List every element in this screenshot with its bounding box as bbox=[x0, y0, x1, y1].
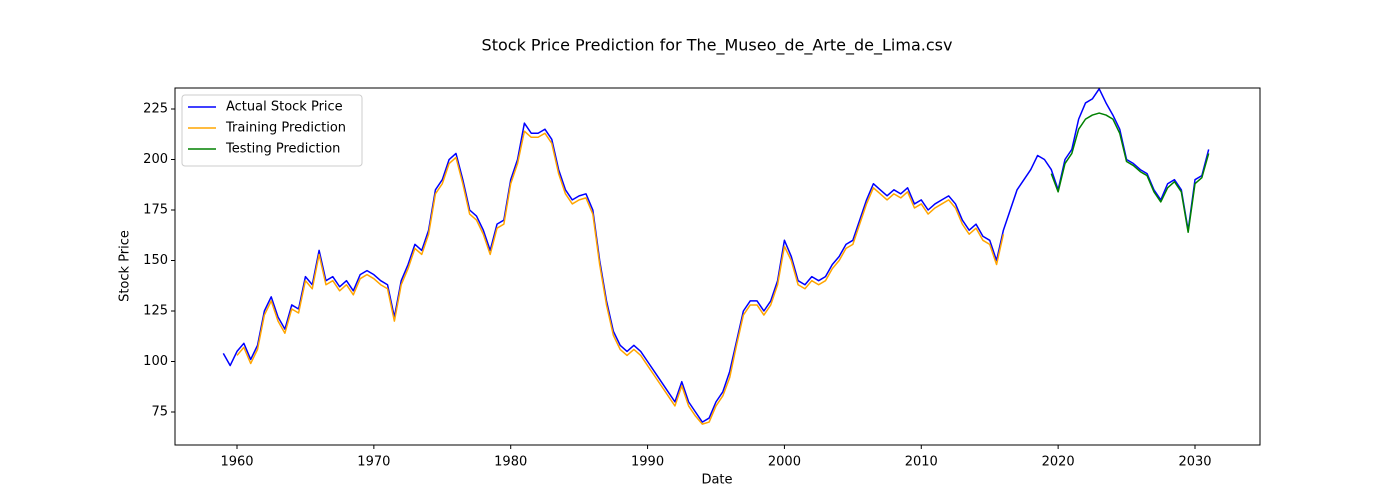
y-tick-label: 200 bbox=[143, 152, 168, 167]
y-tick-label: 125 bbox=[143, 303, 168, 318]
legend-label: Actual Stock Price bbox=[226, 100, 343, 115]
y-tick-label: 75 bbox=[151, 404, 168, 419]
x-tick-label: 1990 bbox=[631, 455, 664, 470]
series-line bbox=[1050, 112, 1210, 233]
y-tick-label: 150 bbox=[143, 253, 168, 268]
x-tick-label: 2010 bbox=[905, 455, 938, 470]
y-tick-label: 225 bbox=[143, 102, 168, 117]
x-axis-label: Date bbox=[701, 473, 732, 488]
legend: Actual Stock Price Training Prediction Tes… bbox=[181, 94, 363, 167]
plot-frame bbox=[174, 87, 1261, 446]
legend-box bbox=[181, 94, 363, 167]
x-tick-label: 2020 bbox=[1042, 455, 1075, 470]
x-tick-label: 2000 bbox=[768, 455, 801, 470]
series-line bbox=[236, 130, 1005, 425]
series-line bbox=[222, 88, 1210, 423]
x-tick-label: 1960 bbox=[220, 455, 253, 470]
x-tick-label: 1980 bbox=[494, 455, 527, 470]
chart-title: Stock Price Prediction for The_Museo_de_… bbox=[482, 36, 953, 56]
x-tick-label: 1970 bbox=[357, 455, 390, 470]
legend-label: Testing Prediction bbox=[225, 142, 340, 157]
y-tick-label: 175 bbox=[143, 203, 168, 218]
y-tick-label: 100 bbox=[143, 354, 168, 369]
legend-label: Training Prediction bbox=[225, 121, 346, 136]
x-tick-label: 2030 bbox=[1178, 455, 1211, 470]
y-axis-label: Stock Price bbox=[118, 230, 133, 302]
